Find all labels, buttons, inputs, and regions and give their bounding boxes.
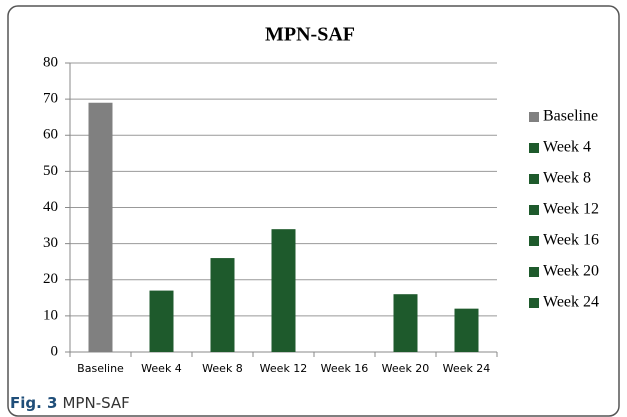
legend-label: Week 24 xyxy=(543,294,599,311)
legend-label: Week 4 xyxy=(543,139,591,156)
caption: Fig. 3 MPN-SAF xyxy=(10,394,130,412)
y-tick-label: 70 xyxy=(43,91,58,107)
legend-swatch xyxy=(529,174,539,184)
legend-swatch xyxy=(529,205,539,215)
legend-swatch xyxy=(529,267,539,277)
x-tick-label: Week 4 xyxy=(141,362,182,375)
bar xyxy=(210,258,235,352)
x-tick-label: Week 24 xyxy=(443,362,491,375)
caption-label: Fig. 3 xyxy=(10,394,57,412)
y-tick-label: 10 xyxy=(43,307,58,323)
legend-label: Week 16 xyxy=(543,232,599,249)
y-tick-label: 40 xyxy=(43,199,58,215)
legend-swatch xyxy=(529,298,539,308)
caption-text: MPN-SAF xyxy=(62,394,129,412)
legend-swatch xyxy=(529,143,539,153)
bar xyxy=(271,229,296,352)
legend-label: Baseline xyxy=(543,108,598,125)
legend-label: Week 8 xyxy=(543,170,591,187)
x-tick-label: Week 12 xyxy=(260,362,308,375)
bar xyxy=(454,308,479,352)
y-tick-label: 60 xyxy=(43,127,58,143)
y-tick-label: 30 xyxy=(43,235,58,251)
bar xyxy=(393,294,418,352)
frame xyxy=(7,5,620,417)
legend-label: Week 20 xyxy=(543,263,599,280)
x-tick-label: Week 16 xyxy=(321,362,369,375)
bar xyxy=(149,290,174,352)
y-tick-label: 80 xyxy=(43,54,58,70)
legend-swatch xyxy=(529,236,539,246)
x-tick-label: Week 8 xyxy=(202,362,243,375)
chart-title: MPN-SAF xyxy=(265,24,355,46)
x-tick-label: Baseline xyxy=(77,362,124,375)
legend-label: Week 12 xyxy=(543,201,599,218)
bar xyxy=(88,102,113,352)
legend-swatch xyxy=(529,112,539,122)
x-tick-label: Week 20 xyxy=(382,362,430,375)
y-tick-label: 50 xyxy=(43,163,58,179)
y-tick-label: 0 xyxy=(51,343,59,359)
y-tick-label: 20 xyxy=(43,271,58,287)
